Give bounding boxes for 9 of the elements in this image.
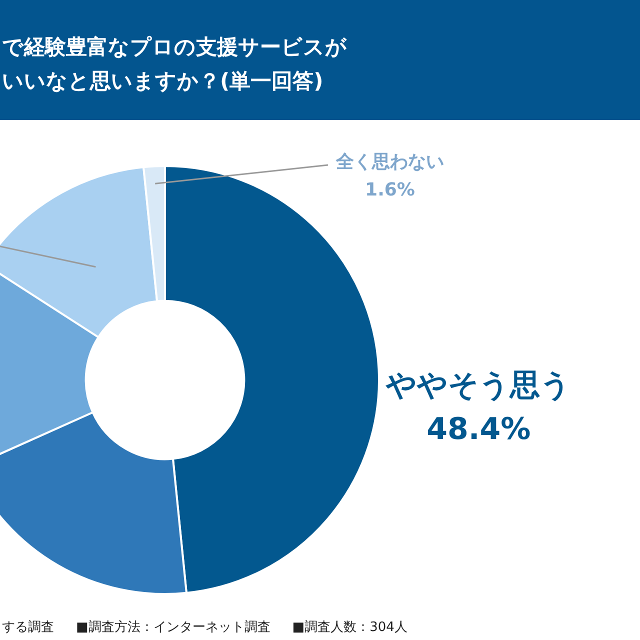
text: する調査 — [2, 619, 54, 636]
slice-label: ややそう思う — [385, 368, 572, 404]
text: ■調査方法：インターネット調査 — [76, 619, 270, 636]
chart-subtitle: いいなと思いますか？(単一回答) — [2, 68, 324, 95]
data-label: 48.4% — [426, 412, 531, 448]
text: ■調査人数：304人 — [292, 619, 408, 636]
slice-label: 全く思わない — [335, 152, 444, 173]
chart-title: で経験豊富なプロの支援サービスが — [2, 34, 347, 61]
data-label: 1.6% — [365, 180, 415, 201]
